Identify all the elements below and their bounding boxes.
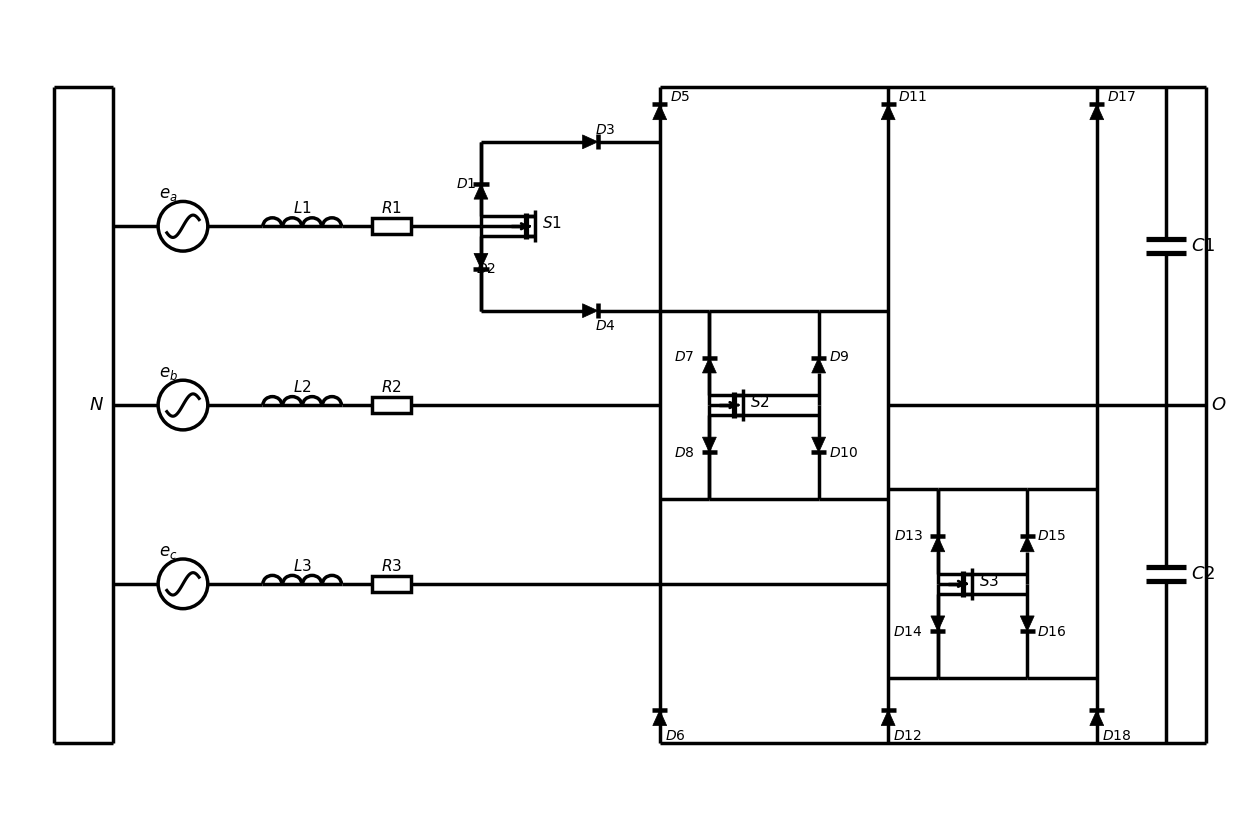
Polygon shape — [812, 358, 826, 373]
Polygon shape — [474, 184, 487, 199]
Polygon shape — [702, 358, 717, 373]
Text: $D10$: $D10$ — [828, 446, 858, 460]
Text: $D5$: $D5$ — [670, 90, 689, 104]
Polygon shape — [812, 437, 826, 452]
Text: $e_a$: $e_a$ — [159, 186, 177, 204]
Polygon shape — [882, 105, 895, 120]
Text: $D1$: $D1$ — [456, 177, 476, 191]
Polygon shape — [931, 616, 945, 631]
Polygon shape — [931, 536, 945, 552]
Text: $R2$: $R2$ — [381, 380, 402, 395]
Text: $D8$: $D8$ — [673, 446, 694, 460]
Text: $L2$: $L2$ — [293, 380, 311, 395]
Text: $R1$: $R1$ — [381, 200, 402, 216]
Text: $D2$: $D2$ — [476, 262, 496, 276]
Text: $D16$: $D16$ — [1037, 625, 1066, 639]
Text: $D13$: $D13$ — [894, 529, 923, 543]
Text: $D17$: $D17$ — [1107, 90, 1136, 104]
Polygon shape — [1021, 536, 1034, 552]
Text: $e_c$: $e_c$ — [159, 543, 177, 561]
Bar — [372, 397, 412, 413]
Text: $N$: $N$ — [88, 396, 103, 414]
Polygon shape — [652, 710, 667, 725]
Bar — [372, 576, 412, 592]
Text: $D11$: $D11$ — [898, 90, 928, 104]
Text: $C2$: $C2$ — [1192, 565, 1215, 583]
Text: $D12$: $D12$ — [893, 728, 923, 742]
Text: $L1$: $L1$ — [293, 200, 311, 216]
Text: $D14$: $D14$ — [893, 625, 923, 639]
Polygon shape — [1090, 105, 1104, 120]
Text: $L3$: $L3$ — [293, 558, 311, 574]
Text: $D3$: $D3$ — [595, 123, 615, 137]
Polygon shape — [583, 304, 598, 318]
Polygon shape — [702, 437, 717, 452]
Text: $S3$: $S3$ — [978, 573, 998, 589]
Text: $C1$: $C1$ — [1192, 237, 1215, 255]
Text: $D9$: $D9$ — [828, 351, 849, 365]
Text: $O$: $O$ — [1211, 396, 1226, 414]
Text: $D7$: $D7$ — [675, 351, 694, 365]
Text: $S2$: $S2$ — [750, 394, 770, 410]
Text: $R3$: $R3$ — [381, 558, 402, 574]
Text: $e_b$: $e_b$ — [159, 365, 177, 382]
Polygon shape — [583, 134, 598, 148]
Polygon shape — [652, 105, 667, 120]
Polygon shape — [882, 710, 895, 725]
Polygon shape — [1090, 710, 1104, 725]
Polygon shape — [1021, 616, 1034, 631]
Bar — [372, 219, 412, 234]
Text: $S1$: $S1$ — [542, 215, 562, 231]
Text: $D6$: $D6$ — [665, 728, 686, 742]
Text: $D4$: $D4$ — [595, 318, 615, 332]
Text: $D15$: $D15$ — [1037, 529, 1066, 543]
Polygon shape — [474, 253, 487, 269]
Text: $D18$: $D18$ — [1101, 728, 1131, 742]
